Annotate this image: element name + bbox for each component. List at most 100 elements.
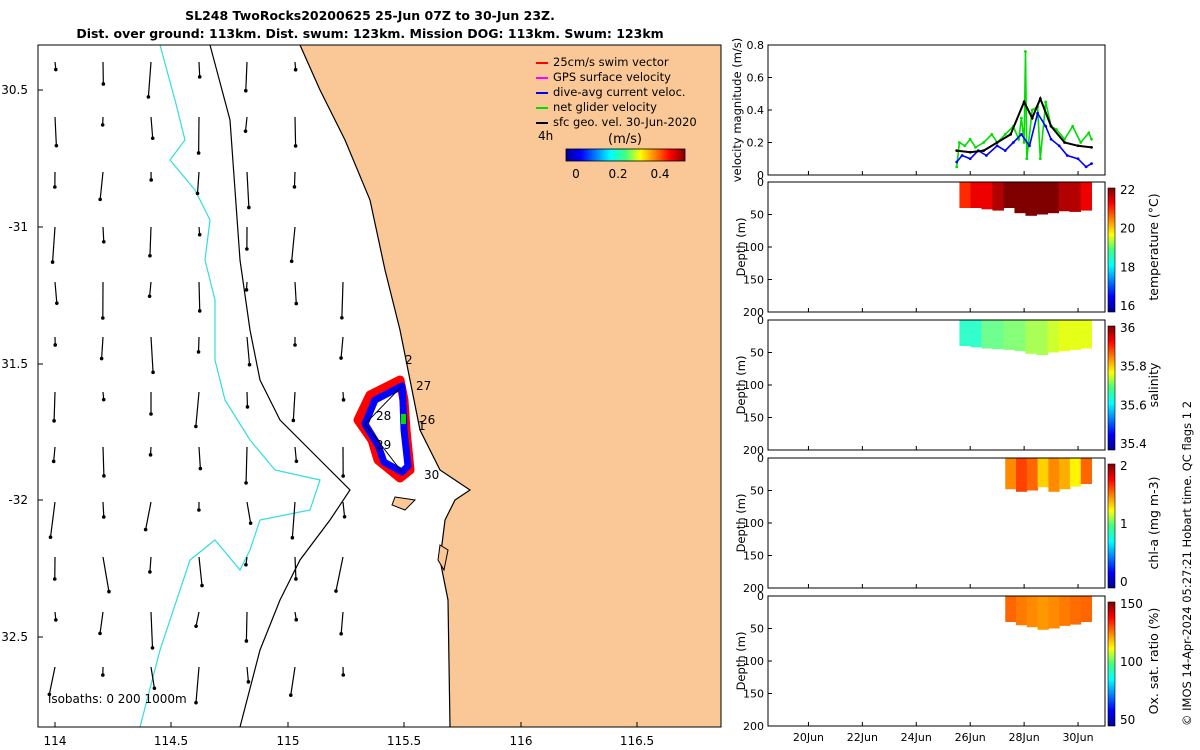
- data-point: [1084, 165, 1088, 169]
- legend-entry: dive-avg current veloc.: [553, 85, 686, 99]
- current-vector-head: [339, 356, 343, 360]
- current-vector-head: [150, 646, 155, 650]
- colorbar-label: chl-a (mg m-3): [1146, 477, 1161, 570]
- data-point: [1076, 144, 1080, 148]
- current-vector-head: [98, 631, 102, 636]
- data-point: [1079, 141, 1083, 144]
- current-vector-head: [247, 205, 251, 210]
- map-colorbar-tick: 0: [572, 167, 580, 181]
- net-glider-marker: [401, 414, 406, 424]
- day-label: 27: [416, 379, 431, 393]
- current-vector-head: [289, 259, 294, 264]
- data-point: [1022, 100, 1026, 104]
- heatmap-cell: [970, 182, 982, 208]
- y-tick-label: 200: [743, 306, 764, 319]
- current-vector-head: [290, 535, 295, 540]
- current-vector-arrow: [246, 666, 250, 682]
- y-tick-label: 150: [743, 550, 764, 563]
- y-tick-label: 0.6: [747, 72, 765, 85]
- map-y-tick-label: 31.5: [1, 357, 28, 371]
- heatmap-cell: [1058, 320, 1071, 352]
- day-labels: 227 28 261 29 30: [376, 353, 439, 482]
- data-point: [1090, 162, 1093, 166]
- current-vector-head: [151, 370, 155, 375]
- current-vector-head: [293, 144, 298, 148]
- current-vector-head: [52, 577, 57, 581]
- data-point: [955, 165, 959, 169]
- map-frame: [37, 44, 722, 728]
- figure-title-line2: Dist. over ground: 113km. Dist. swum: 12…: [76, 26, 664, 41]
- panel-frame: [767, 457, 1106, 589]
- current-vector-head: [294, 577, 298, 581]
- current-vector-arrow: [195, 391, 200, 427]
- current-vector-arrow: [150, 666, 156, 689]
- panel-frame: [767, 44, 1106, 176]
- current-vector-head: [148, 253, 152, 258]
- panel-y-label: velocity magnitude (m/s): [730, 38, 744, 183]
- data-point: [1076, 157, 1080, 161]
- heatmap-cell: [1036, 320, 1048, 356]
- current-vector-arrow: [198, 281, 201, 311]
- y-tick-label: 100: [743, 241, 764, 254]
- current-vector-head: [101, 673, 105, 677]
- y-tick-label: 50: [750, 485, 764, 498]
- current-vector-arrow: [101, 336, 104, 359]
- colorbar-tick-label: 35.6: [1120, 398, 1147, 412]
- map-x-tick-label: 116.5: [620, 734, 654, 748]
- current-vector-arrow: [245, 61, 248, 91]
- legend-entry: GPS surface velocity: [553, 70, 671, 84]
- current-vector-head: [200, 583, 204, 588]
- current-vector-head: [102, 474, 106, 478]
- data-point: [1020, 132, 1023, 136]
- y-tick-label: 200: [743, 720, 764, 733]
- current-vector-head: [247, 362, 252, 367]
- current-vector-arrow: [294, 556, 297, 579]
- colorbar-tick-label: 1: [1120, 517, 1128, 531]
- current-vector-arrow: [292, 391, 296, 421]
- current-vector-head: [197, 508, 201, 512]
- y-tick-label: 150: [743, 412, 764, 425]
- y-tick-label: 150: [743, 274, 764, 287]
- panel-frame: [767, 595, 1106, 727]
- colorbar-label: temperature (°C): [1146, 193, 1161, 300]
- data-point: [955, 160, 959, 164]
- current-vector-arrow: [245, 611, 248, 641]
- current-vector-field: [47, 61, 347, 705]
- colorbar-tick-label: 100: [1120, 655, 1143, 669]
- current-vector-arrow: [342, 501, 346, 517]
- current-vector-arrow: [246, 171, 250, 208]
- current-vector-head: [51, 459, 56, 464]
- current-vector-head: [107, 589, 111, 594]
- data-point: [1057, 144, 1061, 148]
- data-point: [1044, 124, 1048, 128]
- current-vector-head: [244, 288, 249, 292]
- current-vector-head: [99, 356, 104, 361]
- current-vector-head: [54, 67, 58, 72]
- heatmap-cell: [1047, 320, 1059, 353]
- panel-1: 0 50 100 150 200 16 18 20 22 temperature (°C) Dept…: [734, 176, 1161, 319]
- current-vector-arrow: [246, 336, 251, 365]
- data-point: [1020, 116, 1023, 120]
- heatmap-cell: [1025, 320, 1037, 354]
- day-label: 2: [405, 353, 413, 367]
- current-vector-arrow: [48, 666, 56, 695]
- data-point: [982, 141, 986, 144]
- current-vector-head: [246, 680, 251, 684]
- colorbar-tick-label: 36: [1120, 321, 1135, 335]
- data-point: [1090, 137, 1093, 141]
- current-vector-head: [196, 350, 201, 354]
- current-vector-head: [149, 412, 153, 416]
- data-point: [982, 149, 986, 153]
- current-vector-head: [148, 570, 152, 574]
- time-tick-label: 26Jun: [955, 731, 986, 744]
- current-vector-arrow: [53, 446, 56, 462]
- legend-prefix: 4h: [538, 129, 553, 143]
- copyright-text: © IMOS 14-Apr-2024 05:27:21 Hobart time.…: [1180, 400, 1194, 726]
- colorbar-label: Ox. sat. ratio (%): [1146, 608, 1161, 715]
- current-vector-head: [197, 75, 202, 79]
- day-label: 1: [418, 419, 426, 433]
- heatmap-cell: [1080, 458, 1093, 484]
- current-vector-head: [152, 686, 157, 691]
- current-vector-arrow: [147, 61, 152, 97]
